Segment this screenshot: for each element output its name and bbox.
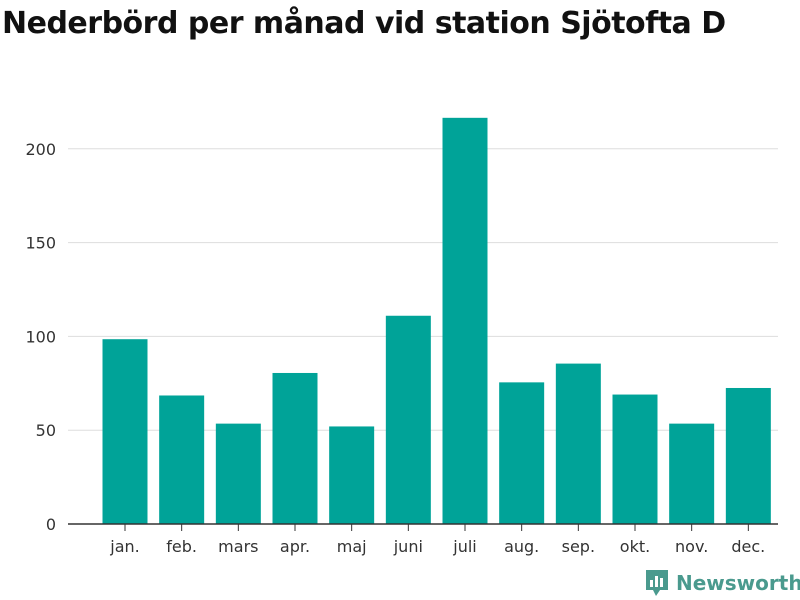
bar — [272, 372, 318, 524]
x-tick-label: jan. — [109, 537, 139, 556]
brand-logo: Newsworthy — [644, 568, 800, 598]
x-tick-label: feb. — [166, 537, 197, 556]
bar — [725, 387, 771, 524]
bar — [442, 117, 488, 525]
bar — [159, 395, 205, 524]
bar-chart-logo-icon — [646, 570, 668, 596]
y-tick-label: 50 — [36, 421, 56, 440]
bars — [102, 117, 771, 525]
y-tick-label: 100 — [25, 327, 56, 346]
x-tick-label: apr. — [280, 537, 310, 556]
bar — [555, 363, 601, 524]
bar — [499, 382, 545, 524]
bar — [102, 339, 148, 524]
x-tick-label: okt. — [620, 537, 650, 556]
bar — [612, 394, 658, 524]
x-tick-label: sep. — [562, 537, 595, 556]
brand-name: Newsworthy — [676, 571, 800, 595]
bar — [385, 315, 431, 524]
x-tick-label: nov. — [675, 537, 708, 556]
y-tick-label: 0 — [46, 515, 56, 534]
x-tick-label: dec. — [731, 537, 765, 556]
y-tick-label: 150 — [25, 234, 56, 253]
axes: 0 50 100 150 200 jan. feb. mars apr. maj juni juli a… — [25, 140, 778, 556]
bar — [215, 423, 261, 524]
x-tick-label: juni — [393, 537, 423, 556]
bar — [669, 423, 715, 524]
x-tick-label: maj — [337, 537, 367, 556]
x-tick-label: juli — [452, 537, 476, 556]
x-tick-label: mars — [218, 537, 258, 556]
chart-title: Nederbörd per månad vid station Sjötofta… — [2, 6, 726, 41]
bar — [329, 426, 375, 524]
x-tick-label: aug. — [504, 537, 539, 556]
y-tick-label: 200 — [25, 140, 56, 159]
